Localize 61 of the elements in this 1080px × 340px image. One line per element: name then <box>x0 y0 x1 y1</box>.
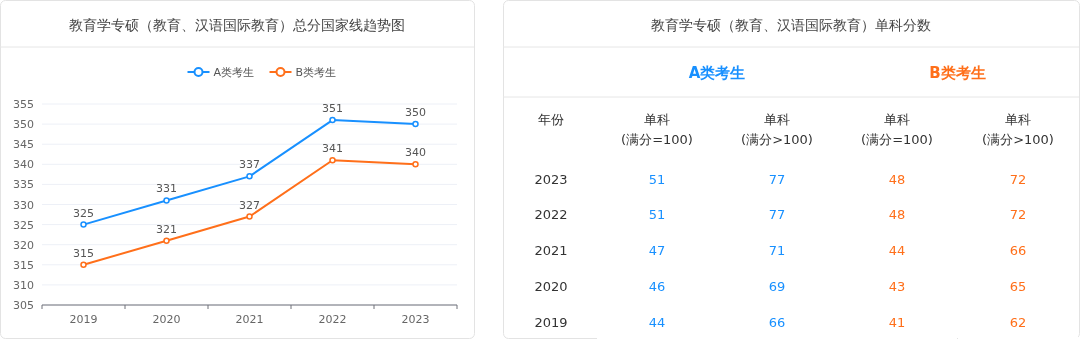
data-label: 66 <box>1009 243 1027 258</box>
data-label: 337 <box>239 158 260 172</box>
y-tick-label: 335 <box>13 178 34 192</box>
y-tick-label: 345 <box>13 138 34 152</box>
data-label: 65 <box>1009 279 1027 294</box>
text: B类考生 <box>929 64 986 82</box>
legend-label: A类考生 <box>213 66 255 79</box>
data-label: 77 <box>768 207 786 222</box>
x-tick-label: 2020 <box>152 313 181 326</box>
y-tick-label: 2022 <box>534 207 568 222</box>
x-tick-label: 单科(满分>100) <box>741 112 813 147</box>
chart-title: 教育学专硕（教育、汉语国际教育）总分国家线趋势图 <box>69 17 405 33</box>
x-tick-label: 单科(满分>100) <box>982 112 1054 147</box>
data-label: 321 <box>156 222 177 236</box>
y-tick-label: 325 <box>13 218 34 232</box>
y-tick-label: 315 <box>13 258 34 272</box>
y-tick-label: 320 <box>13 238 34 252</box>
y-tick-label: 2020 <box>534 279 568 294</box>
data-label: 350 <box>405 106 426 120</box>
y-tick-label: 330 <box>13 198 34 212</box>
x-tick-label: 2023 <box>401 313 430 326</box>
data-label: 72 <box>1009 172 1027 187</box>
legend-label: B类考生 <box>295 66 337 79</box>
y-tick-label: 305 <box>13 299 34 312</box>
y-axis-title: 年份 <box>538 112 564 127</box>
x-tick-label: 2022 <box>318 313 347 326</box>
data-label: 51 <box>648 172 666 187</box>
data-label: 66 <box>768 315 786 330</box>
data-label: 315 <box>73 246 94 260</box>
data-label: 69 <box>768 279 786 294</box>
data-label: 327 <box>239 198 260 212</box>
x-tick-label: 单科(满分=100) <box>861 112 933 147</box>
y-tick-label: 355 <box>13 98 34 111</box>
x-tick-label: 2021 <box>235 313 264 326</box>
y-tick-label: 350 <box>13 118 34 132</box>
data-label: 72 <box>1009 207 1027 222</box>
data-label: 77 <box>768 172 786 187</box>
data-label: 62 <box>1009 315 1027 330</box>
data-label: 47 <box>648 243 666 258</box>
data-label: 44 <box>888 243 906 258</box>
data-label: 48 <box>888 172 906 187</box>
y-tick-label: 2023 <box>534 172 568 187</box>
y-tick-label: 310 <box>13 278 34 292</box>
data-label: 71 <box>768 243 786 258</box>
x-tick-label: 单科(满分=100) <box>621 112 693 147</box>
data-label: 43 <box>888 279 906 294</box>
data-label: 44 <box>648 315 666 330</box>
data-label: 341 <box>322 142 343 156</box>
y-tick-label: 340 <box>13 158 34 172</box>
data-label: 325 <box>73 206 94 220</box>
x-tick-label: 2019 <box>69 313 98 326</box>
chart-title: 教育学专硕（教育、汉语国际教育）单科分数 <box>651 17 931 33</box>
text: A类考生 <box>688 64 746 82</box>
data-label: 41 <box>888 315 906 330</box>
data-label: 340 <box>405 146 426 160</box>
data-label: 351 <box>322 102 343 116</box>
data-label: 46 <box>648 279 666 294</box>
data-label: 48 <box>888 207 906 222</box>
data-label: 331 <box>156 182 177 196</box>
data-label: 51 <box>648 207 666 222</box>
y-tick-label: 2021 <box>534 243 568 258</box>
